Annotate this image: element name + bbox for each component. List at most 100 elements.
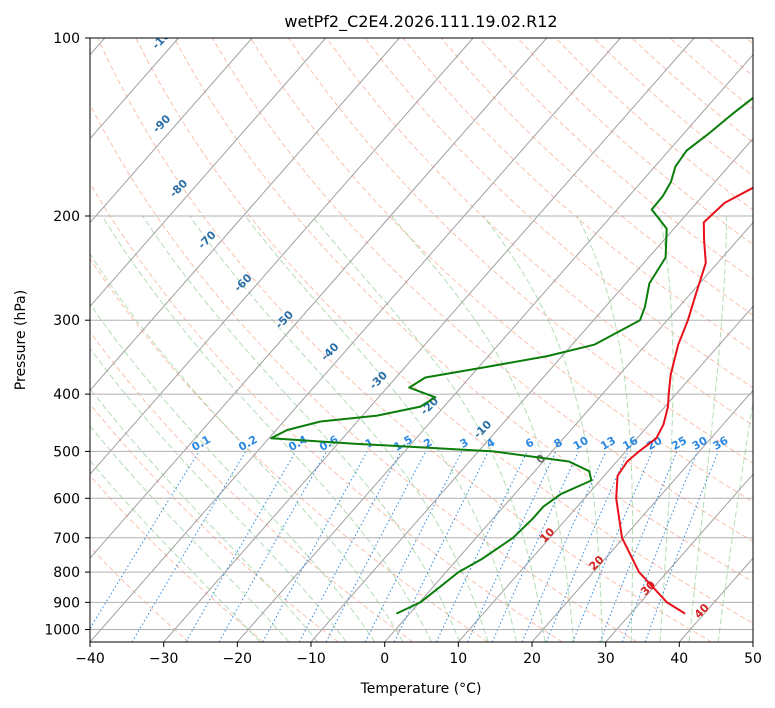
chart-title: wetPf2_C2E4.2026.111.19.02.R12 <box>284 12 557 32</box>
mixing-ratio-line <box>572 451 653 642</box>
mixing-ratio-label: 20 <box>645 434 665 453</box>
y-tick-label: 200 <box>53 209 80 225</box>
x-tick-label: 20 <box>523 651 541 667</box>
dry-adiabat-line <box>746 38 753 45</box>
mixing-ratio-label: 36 <box>711 434 731 453</box>
mixing-ratio-line <box>393 451 489 642</box>
moist-adiabat-line <box>688 216 727 642</box>
moist-adiabat-line <box>90 303 376 642</box>
dry-adiabat-line <box>440 38 753 316</box>
y-tick-label: 400 <box>53 387 80 403</box>
dry-adiabat-line <box>288 38 753 464</box>
mixing-ratio-line <box>298 451 402 642</box>
plot-frame <box>89 37 754 643</box>
isotherm-line <box>236 53 753 642</box>
y-tick-label: 1000 <box>44 623 80 639</box>
isotherm-line <box>90 38 327 308</box>
dry-adiabat-line <box>555 38 753 211</box>
dry-adiabat-line <box>249 38 753 503</box>
mixing-ratio-line <box>325 451 427 642</box>
dry-adiabat-line <box>326 38 753 426</box>
isotherm-line <box>90 38 621 642</box>
dry-adiabat-line <box>135 38 753 624</box>
mixing-ratio-line <box>218 451 328 642</box>
dry-adiabat-line <box>90 182 563 642</box>
dry-adiabat-line <box>90 103 638 642</box>
dry-adiabat-line <box>173 38 753 583</box>
dry-adiabat-line <box>90 403 339 642</box>
isotherm-line <box>678 557 753 642</box>
isotherm-line <box>90 38 253 224</box>
moist-adiabat-line <box>391 215 575 642</box>
mixing-ratio-line <box>364 451 463 642</box>
y-axis-label: Pressure (hPa) <box>13 290 29 390</box>
isotherm-line <box>752 641 753 642</box>
x-tick-label: 30 <box>597 651 615 667</box>
y-tick-label: 600 <box>53 491 80 507</box>
mixing-ratio-label: 4 <box>484 436 497 451</box>
isotherm-line <box>457 305 753 642</box>
mixing-ratio-label: 10 <box>571 434 591 453</box>
isotherm-line <box>310 137 753 642</box>
dry-adiabat-line <box>90 257 488 642</box>
isotherm-line <box>605 473 753 642</box>
x-tick-label: −30 <box>149 651 179 667</box>
isotherm-line <box>384 221 753 642</box>
moist-adiabat-label: 40 <box>692 601 712 621</box>
moist-adiabat-line <box>576 215 634 642</box>
temperature-profile-line <box>615 186 753 615</box>
mixing-ratio-line <box>644 451 719 642</box>
moist-adiabat-line <box>189 215 489 642</box>
isotherm-line <box>90 38 400 392</box>
dewpoint-profile-line <box>270 96 753 615</box>
dry-adiabat-line <box>593 38 753 177</box>
isotherm-line <box>90 38 548 559</box>
moist-adiabat-line <box>90 252 404 642</box>
dry-adiabat-line <box>707 38 753 77</box>
mixing-ratio-line <box>599 451 678 642</box>
mixing-ratio-line <box>262 451 368 642</box>
x-axis-label: Temperature (°C) <box>360 681 482 697</box>
profile-series <box>270 96 753 615</box>
moist-adiabat-line <box>311 215 546 642</box>
moist-adiabat-label: 20 <box>587 553 607 573</box>
mixing-ratio-label: 1.5 <box>391 433 414 454</box>
mixing-ratio-label: 0.2 <box>236 433 259 454</box>
isotherm-label: -100 <box>150 23 179 52</box>
mixing-ratio-label: 30 <box>690 434 710 453</box>
mixing-ratio-line <box>621 451 698 642</box>
mixing-ratio-label: 8 <box>552 436 565 451</box>
x-tick-label: −10 <box>296 651 326 667</box>
y-tick-label: 300 <box>53 313 80 329</box>
dry-adiabat-line <box>97 38 712 642</box>
background-lines <box>90 38 753 642</box>
mixing-ratio-line <box>185 451 297 642</box>
dry-adiabat-line <box>402 38 753 352</box>
dry-adiabat-line <box>90 474 264 642</box>
moist-adiabat-line <box>482 215 603 642</box>
dry-adiabat-line <box>90 331 414 642</box>
isotherm-line <box>163 38 695 642</box>
x-tick-label: −40 <box>75 651 105 667</box>
mixing-ratio-label: 16 <box>620 434 640 453</box>
mixing-ratio-labels: 0.1 0.2 0.4 0.6 1 1.5 2 3 4 6 8 10 13 16 20 25 30 3601020… <box>189 433 730 621</box>
isotherm-line <box>531 389 753 642</box>
x-axis: −40 −30 −20 −10 0 10 20 30 40 50 <box>75 642 762 667</box>
moist-adiabat-line <box>659 215 674 642</box>
moist-adiabat-line <box>244 215 517 642</box>
mixing-ratio-line <box>545 451 629 642</box>
y-tick-label: 900 <box>53 595 80 611</box>
dry-adiabat-line <box>631 38 753 143</box>
mixing-ratio-label: 25 <box>669 434 689 453</box>
moist-adiabat-line <box>142 215 461 642</box>
x-tick-label: 0 <box>380 651 389 667</box>
y-axis: 100 200 300 400 500 600 700 800 900 1000 <box>44 31 90 639</box>
mixing-ratio-label: 13 <box>598 434 618 453</box>
mixing-ratio-line <box>491 451 580 642</box>
x-tick-label: −20 <box>223 651 253 667</box>
mixing-ratio-line <box>90 451 200 630</box>
moist-adiabat-line <box>101 215 432 642</box>
y-tick-label: 100 <box>53 31 80 47</box>
moist-adiabat-line <box>90 460 261 642</box>
